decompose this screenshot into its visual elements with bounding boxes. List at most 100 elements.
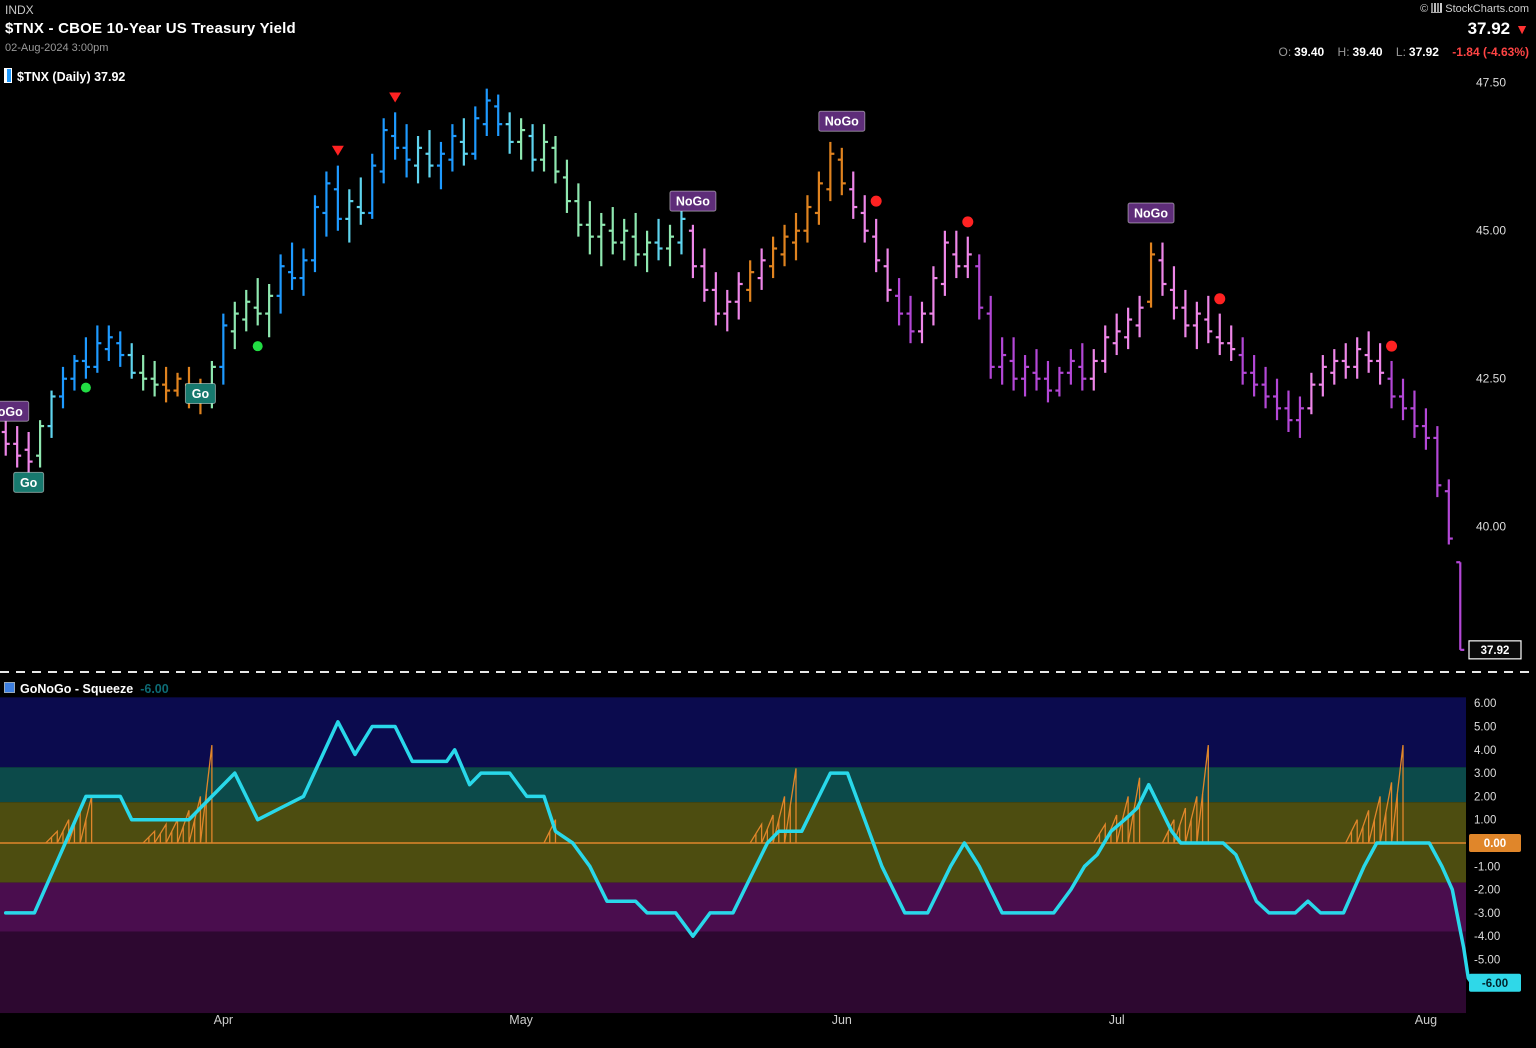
price-bar[interactable] [1227, 325, 1236, 361]
price-bar[interactable] [654, 218, 663, 261]
price-bar[interactable] [1055, 366, 1064, 397]
price-bar[interactable] [333, 165, 342, 231]
price-bar[interactable] [1078, 343, 1087, 391]
price-bar[interactable] [1364, 331, 1373, 373]
price-bar[interactable] [139, 355, 148, 391]
price-bar[interactable] [276, 254, 285, 314]
price-bar[interactable] [24, 432, 33, 474]
price-bar[interactable] [1158, 242, 1167, 296]
price-bar[interactable] [1421, 408, 1430, 450]
price-bar[interactable] [1376, 343, 1385, 385]
price-bar[interactable] [666, 224, 675, 267]
price-bar[interactable] [769, 236, 778, 279]
price-bar[interactable] [723, 289, 732, 332]
price-bar[interactable] [425, 130, 434, 178]
price-bars[interactable] [1, 88, 1465, 651]
price-bar[interactable] [93, 325, 102, 373]
price-bar[interactable] [414, 136, 423, 184]
price-bar[interactable] [1238, 337, 1247, 385]
price-bar[interactable] [1330, 349, 1339, 385]
price-bar[interactable] [1124, 307, 1133, 350]
price-bar[interactable] [265, 284, 274, 338]
price-bar[interactable] [803, 195, 812, 243]
price-bar[interactable] [288, 242, 297, 290]
price-bar[interactable] [116, 331, 125, 367]
chart-canvas[interactable]: 6.00 5.00 4.00 3.00 2.00 1.00 -1.00 -2.00 -3.00 -… [0, 62, 1536, 1048]
price-bar[interactable] [1433, 426, 1442, 498]
price-bar[interactable] [162, 366, 171, 403]
price-bar[interactable] [173, 372, 182, 397]
price-bar[interactable] [1204, 295, 1213, 344]
price-bar[interactable] [1135, 295, 1144, 338]
price-bar[interactable] [883, 248, 892, 302]
price-bar[interactable] [895, 278, 904, 326]
price-bar[interactable] [391, 112, 400, 160]
price-bar[interactable] [929, 266, 938, 326]
price-bar[interactable] [471, 106, 480, 160]
price-bar[interactable] [1295, 396, 1304, 438]
price-bar[interactable] [47, 390, 56, 438]
price-bar[interactable] [1009, 337, 1018, 391]
price-bar[interactable] [1387, 360, 1396, 409]
price-bar[interactable] [872, 218, 881, 273]
price-bar[interactable] [1147, 242, 1156, 308]
price-bar[interactable] [998, 337, 1007, 385]
price-bar[interactable] [780, 224, 789, 267]
price-bar[interactable] [230, 301, 239, 350]
price-bar[interactable] [1353, 337, 1362, 379]
price-bar[interactable] [562, 159, 571, 213]
price-bar[interactable] [356, 177, 365, 225]
price-bar[interactable] [1192, 301, 1201, 350]
price-bar[interactable] [58, 366, 67, 409]
price-bar[interactable] [253, 278, 262, 326]
price-bar[interactable] [837, 147, 846, 196]
price-bar[interactable] [1273, 378, 1282, 421]
price-bar[interactable] [952, 230, 961, 279]
price-bar[interactable] [13, 426, 22, 468]
price-bar[interactable] [322, 171, 331, 237]
price-bar[interactable] [734, 272, 743, 320]
price-bar[interactable] [746, 260, 755, 302]
price-bar[interactable] [917, 301, 926, 344]
price-bar[interactable] [631, 212, 640, 267]
price-bar[interactable] [1341, 343, 1350, 379]
price-bar[interactable] [540, 124, 549, 172]
price-bar[interactable] [1021, 355, 1030, 397]
price-bar[interactable] [459, 118, 468, 166]
price-bar[interactable] [299, 248, 308, 296]
price-bar[interactable] [70, 355, 79, 391]
price-bar[interactable] [1089, 349, 1098, 391]
price-bar[interactable] [963, 236, 972, 279]
price-bar[interactable] [379, 118, 388, 184]
price-bar[interactable] [608, 207, 617, 255]
price-bar[interactable] [104, 325, 113, 361]
price-bar[interactable] [791, 212, 800, 261]
price-bar[interactable] [826, 141, 835, 202]
price-bar[interactable] [757, 248, 766, 290]
price-bar[interactable] [448, 124, 457, 172]
price-bar[interactable] [242, 289, 251, 332]
price-bar[interactable] [597, 212, 606, 267]
price-bar[interactable] [620, 218, 629, 261]
price-bar[interactable] [700, 248, 709, 302]
price-bar[interactable] [81, 337, 90, 379]
price-bar[interactable] [436, 141, 445, 190]
price-bar[interactable] [310, 195, 319, 273]
price-bar[interactable] [528, 124, 537, 172]
price-bar[interactable] [36, 420, 45, 468]
price-bar[interactable] [1112, 313, 1121, 356]
price-bar[interactable] [688, 224, 697, 279]
price-bar[interactable] [860, 195, 869, 243]
price-bar[interactable] [1066, 349, 1075, 385]
price-bar[interactable] [1444, 479, 1453, 545]
price-bar[interactable] [1181, 289, 1190, 338]
price-bar[interactable] [711, 272, 720, 326]
price-bar[interactable] [494, 94, 503, 136]
price-bar[interactable] [1284, 390, 1293, 432]
price-bar[interactable] [517, 118, 526, 160]
price-bar[interactable] [574, 183, 583, 237]
price-bar[interactable] [975, 254, 984, 320]
price-bar[interactable] [1307, 372, 1316, 415]
price-bar[interactable] [505, 112, 514, 154]
price-bar[interactable] [150, 360, 159, 397]
